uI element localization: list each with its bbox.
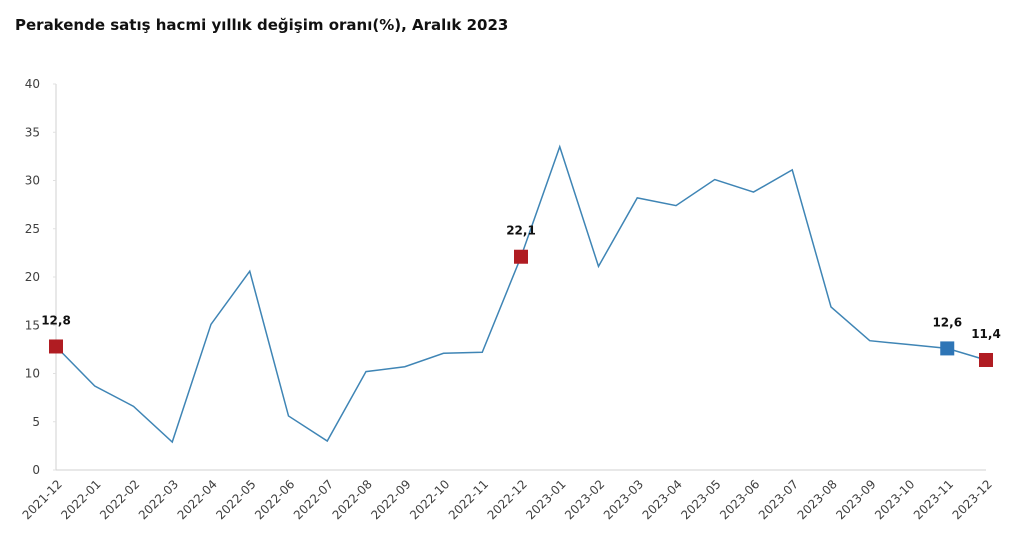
x-tick-label: 2023-12	[950, 477, 995, 522]
y-tick-label: 20	[25, 270, 40, 284]
value-label: 11,4	[971, 327, 1001, 341]
y-tick-label: 5	[32, 415, 40, 429]
y-tick-label: 30	[25, 174, 40, 188]
x-tick-label: 2022-08	[330, 477, 375, 522]
x-tick-label: 2023-01	[523, 477, 568, 522]
x-tick-label: 2023-08	[795, 477, 840, 522]
x-tick-label: 2022-12	[485, 477, 530, 522]
y-tick-label: 40	[25, 77, 40, 91]
y-tick-label: 15	[25, 318, 40, 332]
x-tick-label: 2023-06	[717, 477, 762, 522]
y-tick-label: 0	[32, 463, 40, 477]
x-tick-label: 2022-06	[252, 477, 297, 522]
y-tick-label: 35	[25, 125, 40, 139]
x-tick-label: 2022-11	[446, 477, 491, 522]
x-tick-label: 2022-04	[175, 477, 220, 522]
x-tick-label: 2023-04	[640, 477, 685, 522]
x-tick-label: 2023-07	[756, 477, 801, 522]
x-tick-label: 2023-03	[601, 477, 646, 522]
point-marker	[514, 249, 528, 264]
point-marker	[979, 352, 993, 367]
x-tick-label: 2023-05	[678, 477, 723, 522]
value-label: 12,8	[41, 313, 71, 327]
data-line	[55, 144, 987, 444]
x-tick-label: 2022-07	[291, 477, 336, 522]
x-tick-label: 2023-10	[872, 477, 917, 522]
x-tick-label: 2023-09	[833, 477, 878, 522]
point-marker	[49, 339, 63, 354]
x-tick-label: 2022-01	[58, 477, 103, 522]
x-tick-label: 2022-05	[213, 477, 258, 522]
x-tick-label: 2023-11	[911, 477, 956, 522]
y-tick-label: 10	[25, 367, 40, 381]
x-tick-label: 2022-03	[136, 477, 181, 522]
x-tick-label: 2022-02	[97, 477, 142, 522]
point-marker	[940, 341, 955, 356]
x-tick-label: 2021-12	[20, 477, 65, 522]
x-tick-label: 2022-10	[407, 477, 452, 522]
chart-title: Perakende satış hacmi yıllık değişim ora…	[15, 16, 508, 34]
value-label: 12,6	[932, 315, 962, 329]
y-tick-label: 25	[25, 222, 40, 236]
x-tick-label: 2023-02	[562, 477, 607, 522]
x-tick-label: 2022-09	[368, 477, 413, 522]
value-label: 22,1	[506, 224, 536, 238]
